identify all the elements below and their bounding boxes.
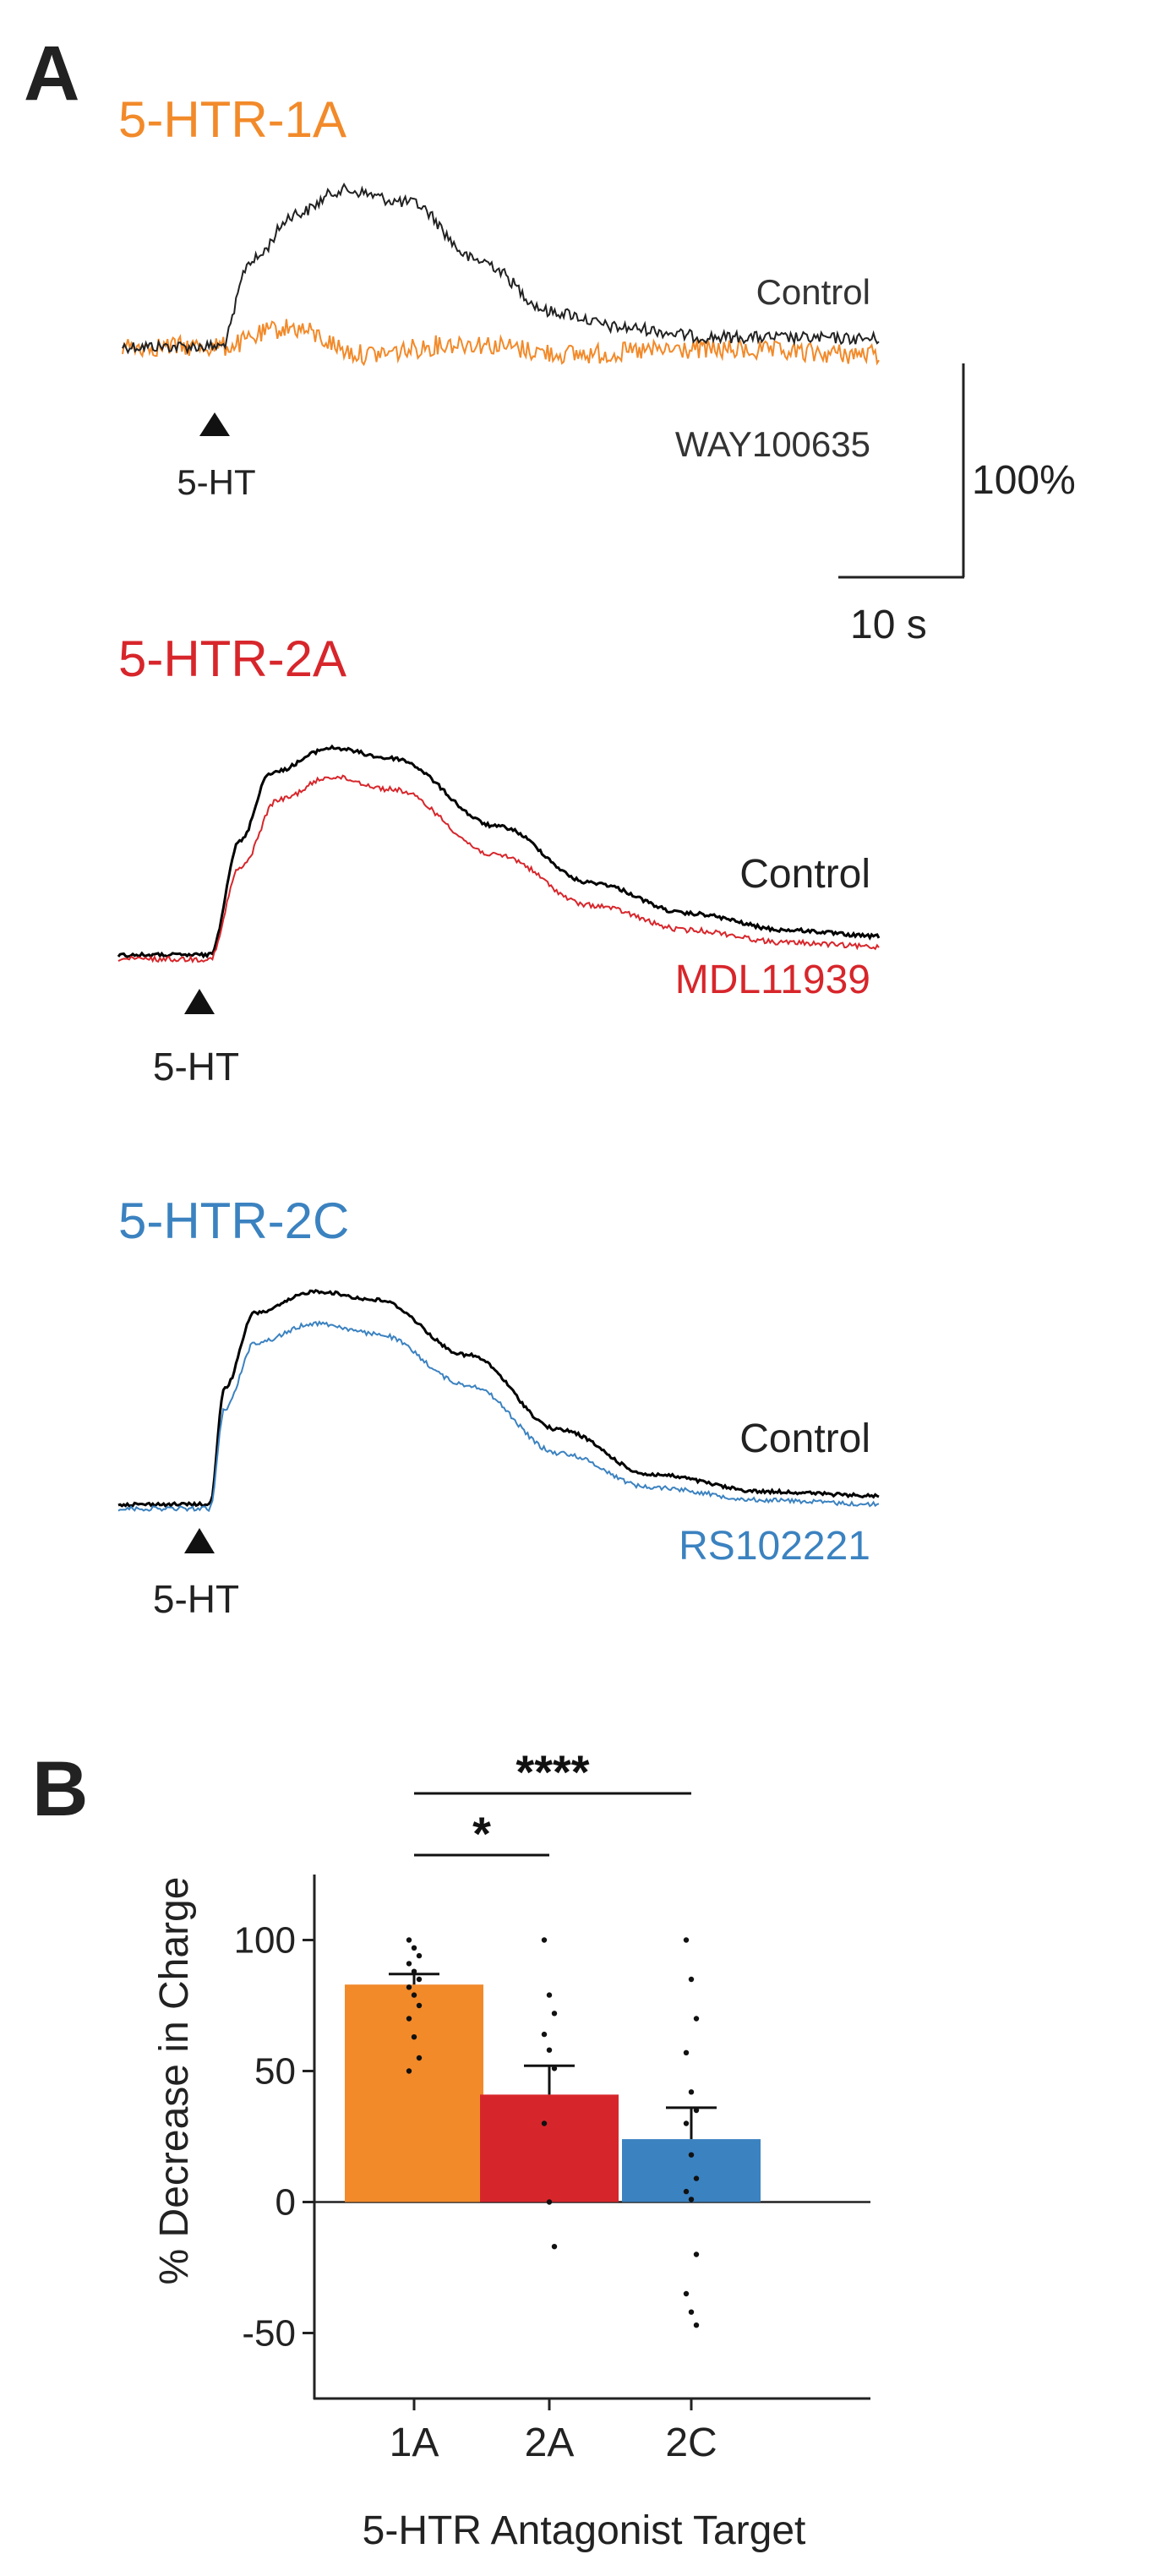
data-point-2a	[541, 2031, 548, 2038]
stimulus-triangle-2a	[184, 989, 215, 1014]
data-point-2a	[546, 1992, 553, 1998]
control-trace-2a	[117, 744, 881, 959]
trace-panel-1a: 5-HTR-1A Control WAY100635 5-HT	[118, 91, 880, 502]
scale-bar-amplitude: 100%	[972, 458, 1076, 503]
y-tick-label: -50	[242, 2313, 296, 2355]
x-tick-label-1a: 1A	[390, 2420, 439, 2465]
data-point-2a	[541, 1937, 548, 1943]
trace-title-2c: 5-HTR-2C	[118, 1192, 349, 1249]
antagonist-trace-2a	[117, 774, 880, 964]
stimulus-triangle-1a	[199, 412, 230, 436]
x-axis-label: 5-HTR Antagonist Target	[363, 2508, 806, 2553]
data-point-2a	[551, 2244, 558, 2250]
data-point-1a	[416, 2002, 423, 2009]
data-point-1a	[406, 1961, 412, 1967]
scale-bar: 100% 10 s	[838, 363, 1076, 647]
control-label-2a: Control	[739, 852, 870, 897]
data-point-1a	[411, 1992, 417, 1998]
data-point-2c	[683, 2120, 690, 2126]
data-point-1a	[411, 1945, 417, 1951]
data-point-2c	[683, 2188, 690, 2195]
panel-a-letter: A	[24, 30, 79, 117]
control-trace-1a	[122, 182, 880, 355]
data-point-1a	[416, 1952, 423, 1959]
data-point-1a	[416, 2055, 423, 2061]
data-point-2c	[688, 1976, 695, 1983]
x-tick-label-2a: 2A	[525, 2420, 575, 2465]
stimulus-label-1a: 5-HT	[177, 462, 255, 502]
data-point-1a	[411, 2034, 417, 2040]
data-point-2a	[546, 2047, 553, 2053]
data-point-2c	[683, 2290, 690, 2297]
antagonist-label-2c: RS102221	[679, 1524, 870, 1569]
data-point-2c	[693, 2175, 700, 2181]
data-point-2c	[688, 2152, 695, 2158]
data-point-1a	[406, 1937, 412, 1943]
data-point-2c	[683, 2049, 690, 2055]
bar-2c	[622, 2139, 761, 2202]
data-point-1a	[406, 2068, 412, 2074]
trace-panel-2c: 5-HTR-2C Control RS102221 5-HT	[117, 1192, 880, 1621]
y-tick-label: 0	[275, 2182, 296, 2224]
data-point-2a	[546, 2199, 553, 2205]
control-label-2c: Control	[739, 1416, 870, 1461]
trace-title-1a: 5-HTR-1A	[118, 91, 346, 148]
significance-label: ****	[515, 1745, 589, 1798]
data-point-1a	[411, 1968, 417, 1974]
data-point-2c	[688, 2309, 695, 2315]
data-point-2a	[551, 2066, 558, 2071]
trace-title-2a: 5-HTR-2A	[118, 630, 346, 687]
data-point-2c	[693, 2322, 700, 2328]
stimulus-label-2a: 5-HT	[153, 1045, 239, 1089]
scale-bar-time: 10 s	[850, 603, 927, 647]
bar-1a	[345, 1984, 483, 2202]
control-trace-2c	[117, 1289, 880, 1509]
antagonist-label-2a: MDL11939	[675, 958, 870, 1002]
data-point-2a	[541, 2120, 548, 2126]
stimulus-label-2c: 5-HT	[153, 1577, 239, 1621]
data-point-1a	[416, 1976, 423, 1983]
panel-b-letter: B	[32, 1746, 88, 1832]
trace-panel-2a: 5-HTR-2A Control MDL11939 5-HT	[117, 630, 881, 1089]
data-point-2c	[688, 2197, 695, 2202]
data-point-2c	[683, 1937, 690, 1943]
data-point-2c	[688, 2089, 695, 2095]
data-point-2a	[551, 2011, 558, 2017]
x-tick-label-2c: 2C	[665, 2420, 717, 2465]
data-point-2c	[693, 2107, 700, 2114]
bar-2a	[480, 2094, 619, 2202]
data-point-2c	[693, 2251, 700, 2257]
control-label-1a: Control	[756, 272, 870, 312]
data-point-1a	[406, 1984, 412, 1990]
data-point-1a	[406, 2016, 412, 2022]
antagonist-trace-1a	[122, 319, 880, 367]
antagonist-trace-2c	[117, 1320, 880, 1513]
significance-label: *	[472, 1807, 491, 1860]
y-tick-label: 50	[254, 2051, 296, 2093]
antagonist-label-1a: WAY100635	[675, 424, 870, 464]
y-axis-label: % Decrease in Charge	[152, 1877, 197, 2285]
data-point-2c	[693, 2016, 700, 2022]
y-tick-label: 100	[234, 1920, 296, 1962]
stimulus-triangle-2c	[184, 1528, 215, 1553]
